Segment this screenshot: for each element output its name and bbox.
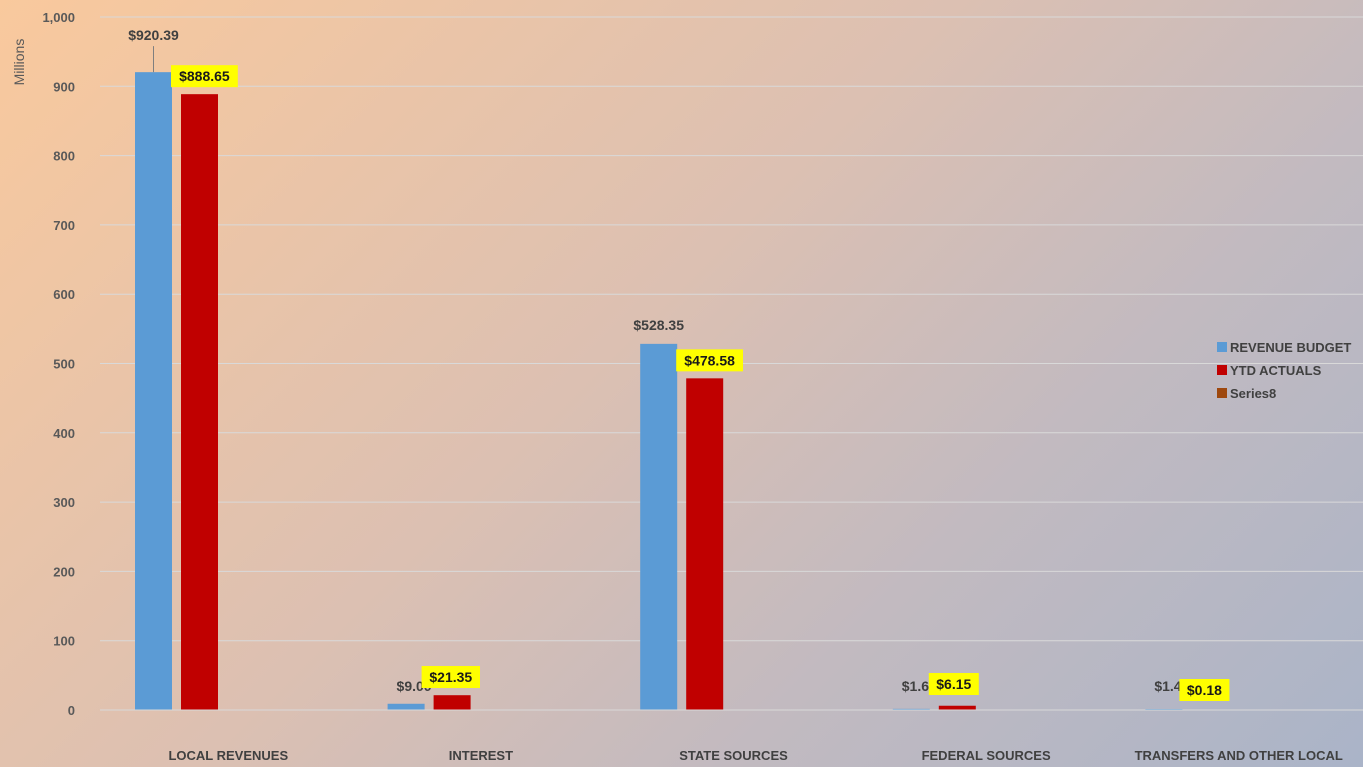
y-tick-label: 500 bbox=[53, 357, 75, 372]
bar-ytd-actuals bbox=[433, 695, 471, 710]
data-label-revenue-budget: $528.35 bbox=[633, 317, 684, 333]
legend-label: REVENUE BUDGET bbox=[1230, 340, 1351, 355]
bar-ytd-actuals bbox=[938, 705, 976, 710]
data-label-revenue-budget: $1.65 bbox=[902, 678, 937, 694]
bar-revenue-budget bbox=[135, 72, 172, 710]
y-tick-label: 300 bbox=[53, 495, 75, 510]
data-label-ytd-actuals: $0.18 bbox=[1187, 682, 1222, 698]
label-highlight bbox=[676, 349, 743, 372]
legend-swatch bbox=[1217, 388, 1227, 398]
x-category-label: INTEREST bbox=[449, 748, 513, 763]
data-label-ytd-actuals: $888.65 bbox=[179, 68, 230, 84]
legend-swatch bbox=[1217, 365, 1227, 375]
bar-revenue-budget bbox=[892, 708, 930, 710]
x-category-label: TRANSFERS AND OTHER LOCAL bbox=[1135, 748, 1343, 763]
y-tick-label: 0 bbox=[68, 703, 75, 718]
data-label-ytd-actuals: $6.15 bbox=[936, 676, 971, 692]
x-category-label: FEDERAL SOURCES bbox=[922, 748, 1051, 763]
bar-revenue-budget bbox=[640, 343, 678, 710]
data-label-ytd-actuals: $21.35 bbox=[429, 669, 472, 685]
bar-ytd-actuals bbox=[686, 378, 724, 710]
y-tick-label: 900 bbox=[53, 79, 75, 94]
legend-label: YTD ACTUALS bbox=[1230, 363, 1322, 378]
y-tick-label: 400 bbox=[53, 426, 75, 441]
y-tick-label: 600 bbox=[53, 287, 75, 302]
gridlines bbox=[100, 16, 1363, 642]
label-highlight bbox=[928, 673, 979, 695]
data-label-ytd-actuals: $478.58 bbox=[684, 352, 735, 368]
label-highlight bbox=[1179, 679, 1230, 701]
legend-swatch bbox=[1217, 342, 1227, 352]
y-axis-unit-label: Millions bbox=[11, 39, 27, 86]
bar-series bbox=[135, 72, 1229, 711]
y-axis-ticks: 0 100 200 300 400 500 600 700 800 900 1,000 bbox=[42, 10, 75, 718]
x-category-label: STATE SOURCES bbox=[679, 748, 788, 763]
y-tick-label: 200 bbox=[53, 564, 75, 579]
y-tick-label: 700 bbox=[53, 218, 75, 233]
x-category-label: LOCAL REVENUES bbox=[168, 748, 288, 763]
x-axis-categories: LOCAL REVENUES INTEREST STATE SOURCES FEDER… bbox=[168, 748, 1342, 763]
data-label-revenue-budget: $920.39 bbox=[128, 27, 179, 43]
y-tick-label: 1,000 bbox=[42, 10, 75, 25]
y-tick-label: 100 bbox=[53, 634, 75, 649]
label-highlight bbox=[171, 65, 238, 88]
legend-label: Series8 bbox=[1230, 386, 1276, 401]
bar-ytd-actuals bbox=[181, 94, 218, 711]
legend: REVENUE BUDGET YTD ACTUALS Series8 bbox=[1217, 340, 1351, 401]
bar-revenue-budget bbox=[387, 703, 425, 710]
label-highlight bbox=[421, 666, 480, 688]
y-tick-label: 800 bbox=[53, 149, 75, 164]
data-labels: $920.39$888.65$9.00$21.35$528.35$478.58$… bbox=[128, 27, 1230, 701]
